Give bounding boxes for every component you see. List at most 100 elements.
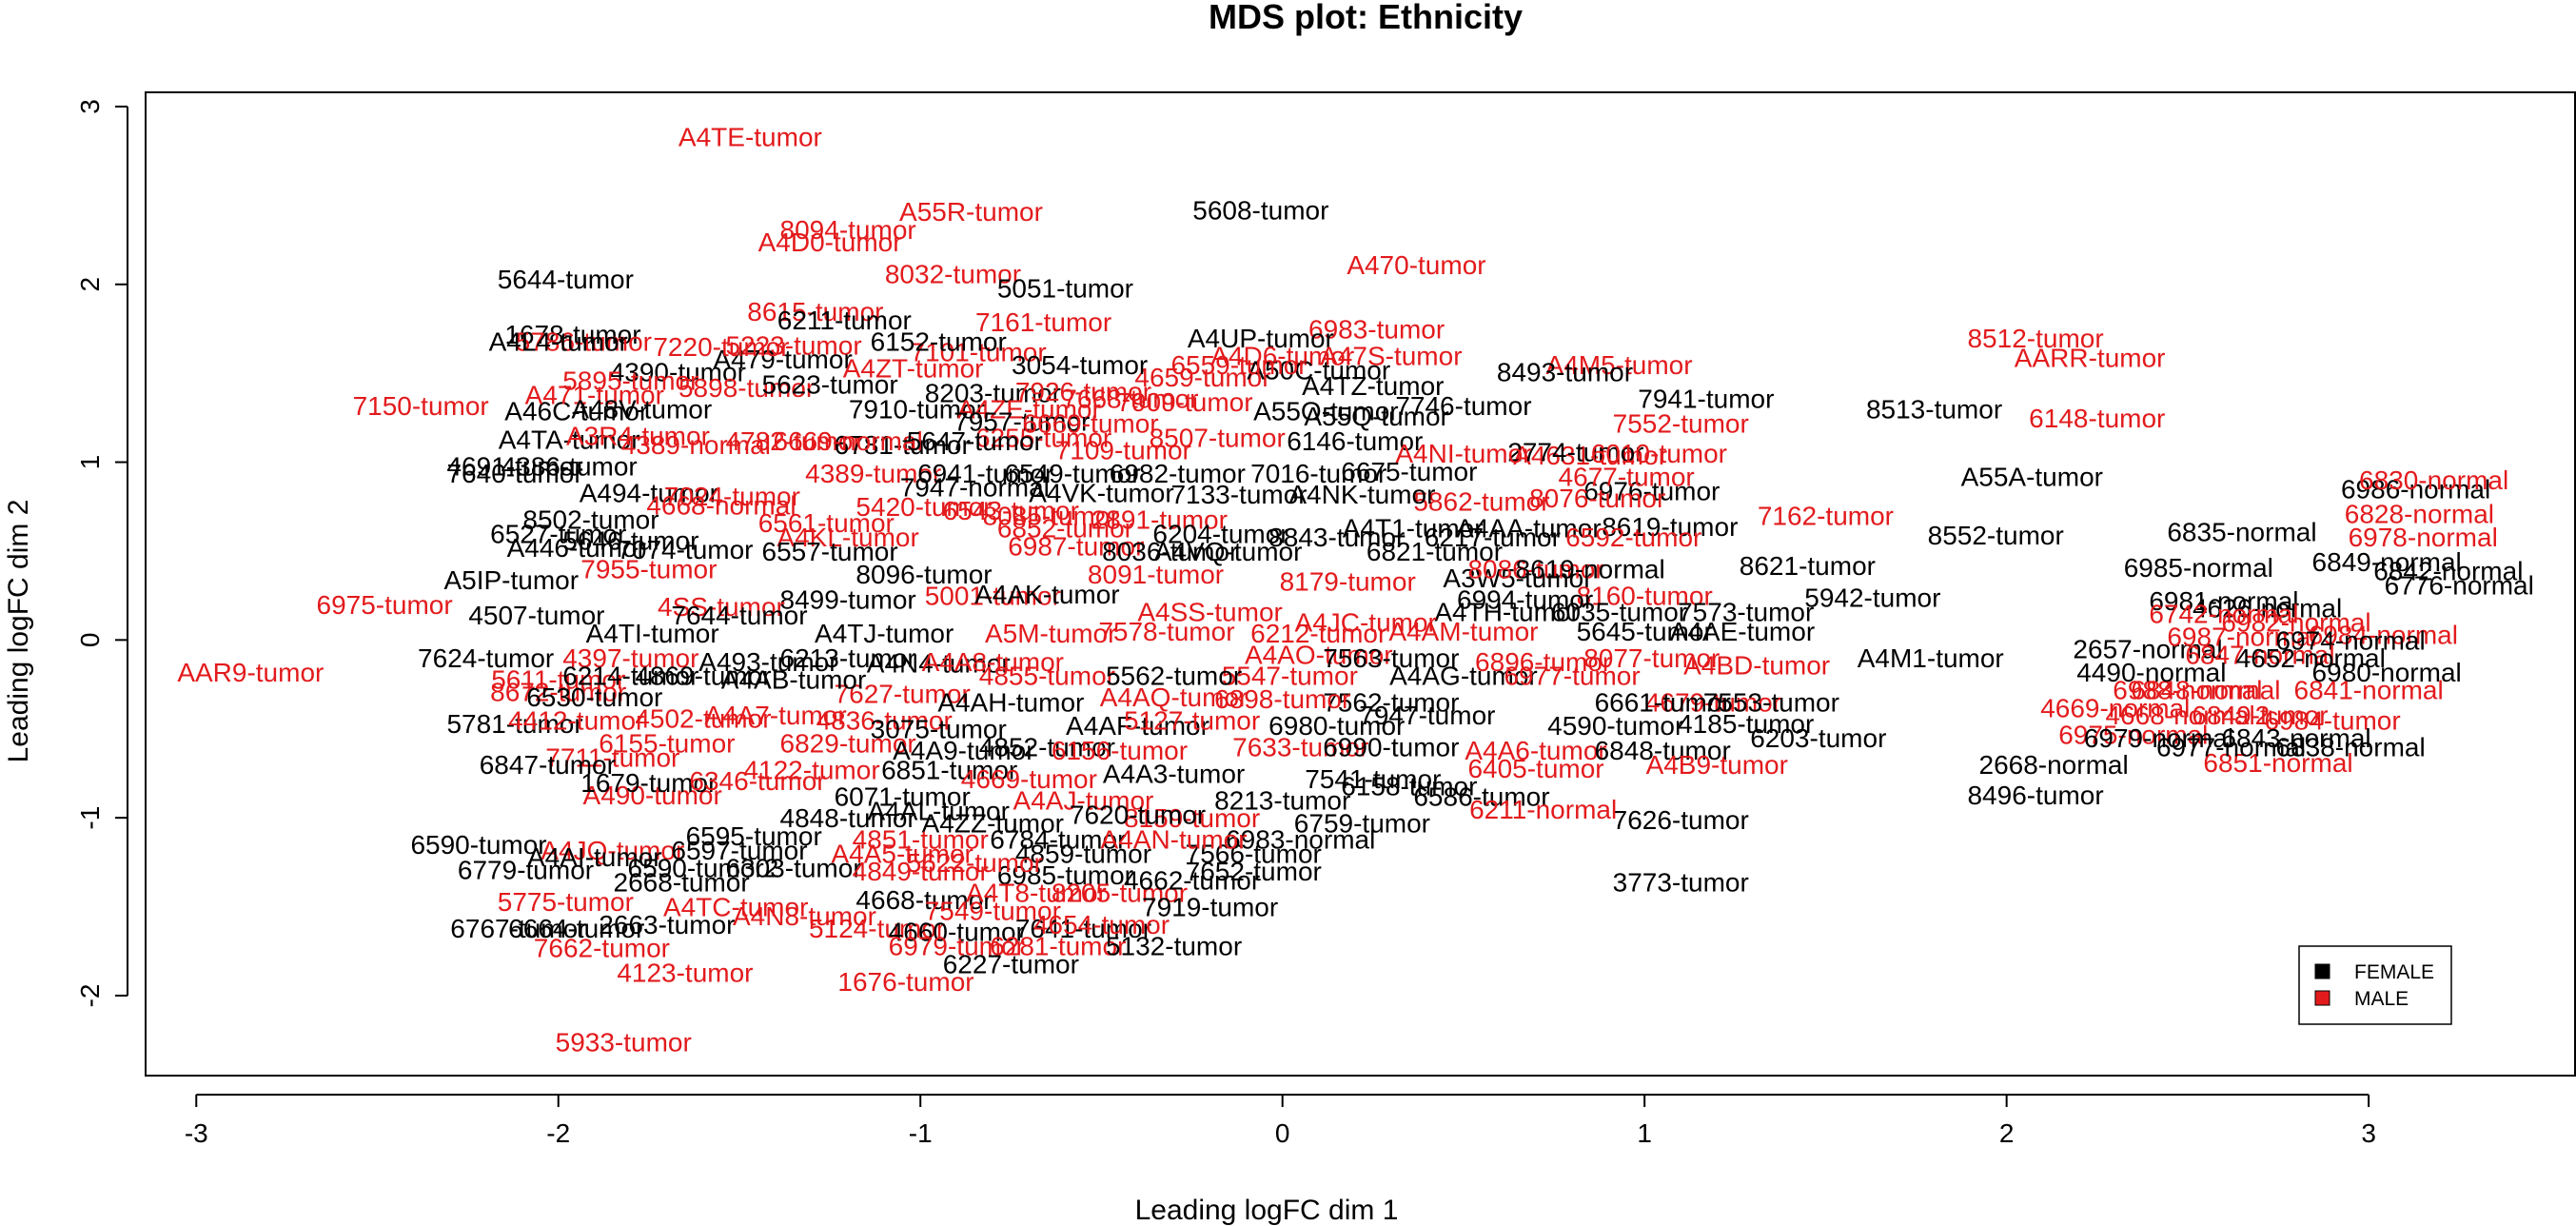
sample-label: 6984-tumor (2264, 705, 2400, 735)
sample-label: 7641-tumor (1015, 914, 1151, 943)
sample-label: 7644-tumor (671, 601, 807, 630)
sample-label: 7746-tumor (1395, 391, 1531, 421)
sample-label: 5895-tumor (562, 366, 698, 396)
sample-label: A4JQ-tumor (541, 836, 684, 865)
sample-label: A55A-tumor (1961, 462, 2103, 491)
sample-label: 6990-tumor (1323, 732, 1459, 761)
sample-label: 7553-tumor (1703, 688, 1839, 718)
sample-label: 4669-normal (2040, 693, 2190, 722)
sample-label: 6214-tumor (562, 662, 698, 691)
sample-label: 7926-tumor (1015, 377, 1151, 406)
sample-label: 6985-tumor (997, 860, 1133, 890)
sample-label: 8160-tumor (1577, 582, 1713, 611)
sample-label: 7624-tumor (418, 643, 554, 673)
sample-label: 4660-tumor (889, 918, 1025, 947)
sample-label: 5933-tumor (556, 1028, 692, 1058)
sample-label: 7161-tumor (975, 307, 1111, 337)
sample-label: 6204-tumor (1152, 519, 1288, 548)
sample-label: 3075-tumor (871, 715, 1007, 744)
sample-label: 2668-normal (1979, 750, 2129, 780)
sample-label: 6664-tumor (508, 914, 644, 943)
sample-label: 7074-tumor (617, 535, 753, 564)
sample-label: 7563-tumor (1323, 643, 1459, 673)
y-tick-label: 3 (75, 99, 105, 114)
sample-label: 7910-tumor (849, 395, 985, 425)
sample-label: A4N4-tumor (867, 649, 1011, 679)
y-tick-label: 1 (75, 455, 105, 470)
sample-label: A4VK-tumor (1029, 478, 1174, 507)
sample-label: 2774-tumor (1507, 437, 1643, 466)
sample-label: 6661-tumor (1595, 688, 1731, 718)
sample-label: AARR-tumor (2015, 343, 2166, 372)
sample-label: A4D6-tumor (1210, 341, 1354, 370)
sample-label: A4SS-tumor (1137, 597, 1283, 626)
sample-label: 6213-tumor (780, 643, 916, 673)
sample-label: 3773-tumor (1613, 867, 1749, 897)
sample-label: 6767-tumor (450, 914, 586, 943)
sample-label: 8159-tumor (1124, 803, 1260, 833)
sample-label: 8843-tumor (1268, 523, 1405, 552)
sample-label: 8502-tumor (522, 504, 659, 534)
sample-label: 6979-normal (2084, 723, 2233, 753)
sample-label: 6781-tumor (835, 430, 971, 460)
sample-label: 6978-normal (2349, 523, 2498, 552)
sample-label: 5644-tumor (498, 265, 634, 294)
sample-label: 8179-tumor (1280, 567, 1416, 597)
sample-label: 7566-tumor (1186, 840, 1322, 869)
sample-label: A4TC-tumor (663, 893, 808, 922)
sample-label: A4ZT-tumor (843, 354, 984, 384)
sample-label: 3054-tumor (1012, 350, 1148, 380)
sample-label: A4AB-tumor (721, 664, 867, 694)
sample-label: 6281-tumor (990, 932, 1126, 961)
sample-label: A4VQ-tumor (1154, 537, 1303, 566)
sample-label: 6987-tumor (1008, 531, 1144, 561)
sample-label: 5942-tumor (1804, 583, 1940, 613)
sample-label: 8493-tumor (1497, 357, 1633, 386)
legend-swatch-male (2314, 990, 2330, 1006)
sample-label: 8672-tumor (490, 678, 626, 707)
sample-label: 6847-normal (2185, 640, 2334, 669)
sample-label: 4669-tumor (961, 764, 1097, 794)
sample-label: A4AA-tumor (1456, 514, 1602, 544)
legend: FEMALE MALE (2298, 945, 2452, 1025)
x-tick-label: 3 (2361, 1118, 2376, 1148)
sample-label: A4AE-tumor (1670, 617, 1816, 646)
sample-label: 4836-tumor (816, 705, 953, 735)
chart-title: MDS plot: Ethnicity (1209, 0, 1523, 36)
sample-label: A4631-tumor (1513, 441, 1667, 470)
sample-label: A494-tumor (580, 478, 718, 507)
sample-label: 7562-tumor (1323, 688, 1459, 718)
sample-label: 6843-normal (2221, 723, 2370, 753)
sample-label: A4ZZ-tumor (922, 809, 1064, 839)
sample-label: 7150-tumor (353, 391, 489, 421)
sample-label: A4TA-tumor (499, 425, 640, 454)
sample-label: A4JC-tumor (1295, 608, 1437, 638)
sample-label: 5781-tumor (446, 709, 582, 739)
sample-label: 7162-tumor (1758, 502, 1894, 531)
sample-label: 6590-tumor (410, 830, 546, 860)
sample-label: 6557-tumor (762, 537, 898, 566)
sample-label: 5562-tumor (1106, 662, 1242, 691)
sample-label: 6759-tumor (1294, 809, 1430, 839)
sample-label: 6010-tumor (1591, 439, 1727, 468)
sample-label: A55R-tumor (899, 197, 1043, 227)
sample-label: A4TI-tumor (586, 619, 719, 648)
sample-label: 7573-tumor (1678, 597, 1814, 626)
sample-label: 8205-tumor (1052, 879, 1188, 908)
sample-label: 7711-tumor (545, 743, 679, 773)
sample-label: A55Q-tumor (1304, 402, 1449, 431)
sample-label: 4855-tumor (979, 662, 1115, 691)
sample-label: 7016-tumor (1250, 459, 1386, 488)
sample-label: 6784-tumor (990, 825, 1126, 855)
sample-label: 7957-tumor (954, 407, 1090, 437)
sample-label: 4123-tumor (617, 959, 753, 988)
sample-label: A4D0-tumor (758, 227, 902, 257)
sample-label: 1678-tumor (504, 320, 640, 349)
sample-label: 7220-tumor (653, 332, 789, 362)
sample-label: 6975-tumor (317, 590, 453, 620)
sample-label: 4507-tumor (468, 601, 604, 630)
sample-label: 5547-tumor (1222, 662, 1358, 691)
sample-label: A4NK-tumor (1288, 480, 1435, 509)
sample-label: A4B9-tumor (1646, 750, 1788, 780)
